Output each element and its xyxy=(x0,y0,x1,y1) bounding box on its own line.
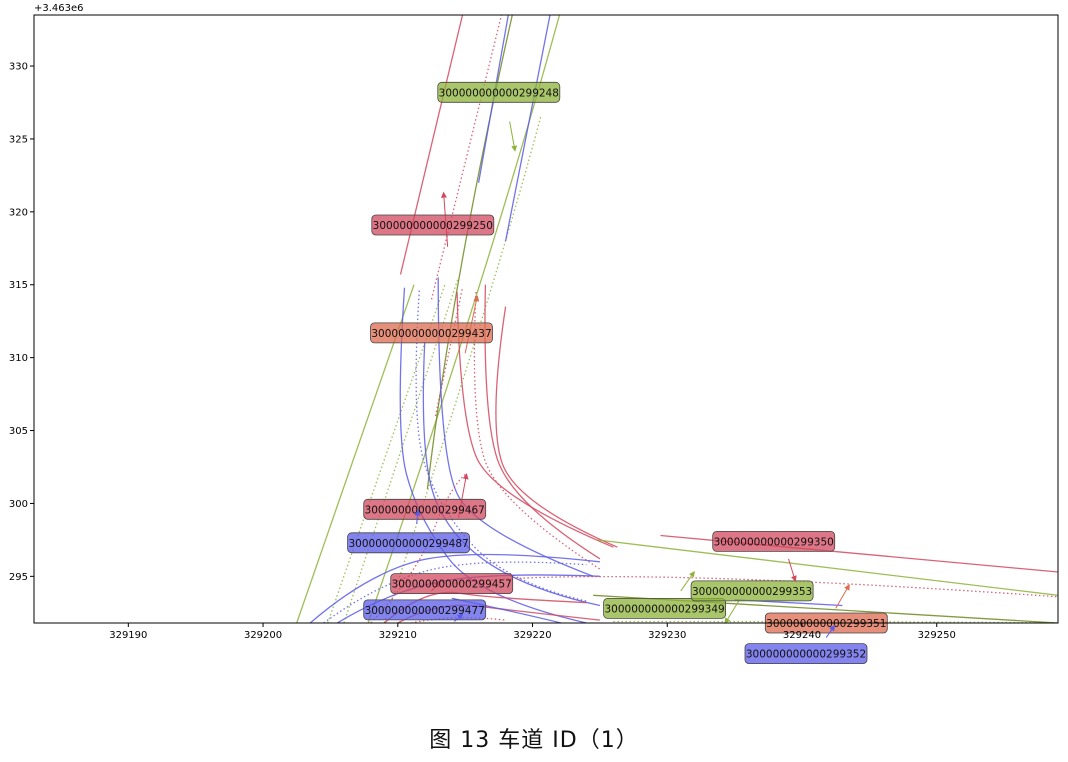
lane-label-box xyxy=(744,643,868,664)
x-tick-label: 329250 xyxy=(918,630,956,641)
lane-label-box xyxy=(371,214,495,236)
lane-path-22 xyxy=(370,473,466,623)
lane-path-21 xyxy=(323,561,587,623)
lane-path-10 xyxy=(504,15,551,242)
axis-ticks: 329190 329200 329210 329220 329230 329240 3292… xyxy=(9,62,956,641)
y-tick-label: 295 xyxy=(9,572,28,583)
lane-label-box xyxy=(712,531,836,552)
lane-label-300000000000299350: 300000000000299350 xyxy=(712,531,836,552)
lane-label-box xyxy=(603,598,726,619)
lane-label-text: 300000000000299349 xyxy=(604,603,724,615)
lane-label-300000000000299467: 300000000000299467 xyxy=(363,498,487,520)
lane-label-box xyxy=(690,580,814,602)
plot-area xyxy=(34,15,1058,623)
lane-label-300000000000299352: 300000000000299352 xyxy=(744,643,868,664)
lane-label-text: 300000000000299477 xyxy=(365,605,485,617)
lane-label-text: 300000000000299457 xyxy=(392,579,512,591)
lane-path-2 xyxy=(343,277,460,623)
x-tick-label: 329230 xyxy=(648,630,686,641)
lane-label-text: 300000000000299437 xyxy=(371,328,491,340)
y-tick-label: 330 xyxy=(9,62,28,73)
lane-path-14 xyxy=(415,290,587,602)
lane-label-300000000000299349: 300000000000299349 xyxy=(603,598,726,619)
figure-caption: 图 13 车道 ID（1） xyxy=(429,728,639,753)
lane-chart: 300000000000299248 300000000000299250 3000… xyxy=(9,3,1059,664)
lane-arrow-300000000000299248 xyxy=(509,121,518,152)
lane-label-box xyxy=(363,498,487,520)
y-tick-label: 300 xyxy=(9,499,28,510)
lane-label-text: 300000000000299250 xyxy=(373,220,493,232)
lane-label-text: 300000000000299350 xyxy=(714,536,834,548)
y-tick-label: 310 xyxy=(9,353,28,364)
lane-path-18 xyxy=(495,306,618,548)
lane-label-text: 300000000000299487 xyxy=(348,538,468,550)
lane-label-300000000000299353: 300000000000299353 xyxy=(690,580,814,602)
lane-path-12 xyxy=(422,343,601,607)
lane-label-text: 300000000000299353 xyxy=(692,586,812,598)
lane-label-box xyxy=(370,322,493,344)
y-offset-label: +3.463e6 xyxy=(34,3,84,14)
x-tick-label: 329200 xyxy=(244,630,282,641)
lane-label-box xyxy=(347,532,471,554)
lane-path-15 xyxy=(456,291,614,548)
lane-arrow-300000000000299487 xyxy=(414,509,421,524)
lane-path-17 xyxy=(473,291,601,570)
lane-label-text: 300000000000299351 xyxy=(766,618,886,630)
lane-label-300000000000299250: 300000000000299250 xyxy=(371,214,495,236)
lane-path-28 xyxy=(597,539,1058,596)
lane-label-300000000000299477: 300000000000299477 xyxy=(363,599,487,621)
y-tick-label: 315 xyxy=(9,280,28,291)
lane-label-300000000000299248: 300000000000299248 xyxy=(437,81,561,103)
lane-label-box xyxy=(363,599,487,621)
lane-label-300000000000299437: 300000000000299437 xyxy=(370,322,493,344)
lane-label-text: 300000000000299248 xyxy=(439,87,559,99)
lane-label-text: 300000000000299352 xyxy=(746,649,866,661)
lane-arrow-300000000000299349 xyxy=(680,570,695,592)
x-tick-label: 329190 xyxy=(109,630,147,641)
lane-path-19 xyxy=(309,553,600,623)
lane-arrow-300000000000299353 xyxy=(724,600,740,625)
lane-label-300000000000299457: 300000000000299457 xyxy=(390,573,514,594)
lane-arrow-300000000000299352 xyxy=(825,624,836,638)
lane-label-text: 300000000000299467 xyxy=(365,504,485,516)
lane-path-13 xyxy=(437,277,594,577)
plot-frame xyxy=(33,14,1059,624)
x-tick-label: 329210 xyxy=(379,630,417,641)
lane-path-16 xyxy=(484,284,601,560)
lane-label-300000000000299487: 300000000000299487 xyxy=(347,532,471,554)
y-tick-label: 320 xyxy=(9,207,28,218)
y-tick-label: 325 xyxy=(9,134,28,145)
lane-arrow-300000000000299351 xyxy=(835,584,850,609)
lane-arrow-300000000000299350 xyxy=(788,558,797,582)
x-tick-label: 329220 xyxy=(513,630,551,641)
lane-path-6 xyxy=(430,15,503,300)
x-tick-label: 329240 xyxy=(783,630,821,641)
lane-label-box xyxy=(437,81,561,103)
y-tick-label: 305 xyxy=(9,426,28,437)
lane-label-box xyxy=(390,573,514,594)
